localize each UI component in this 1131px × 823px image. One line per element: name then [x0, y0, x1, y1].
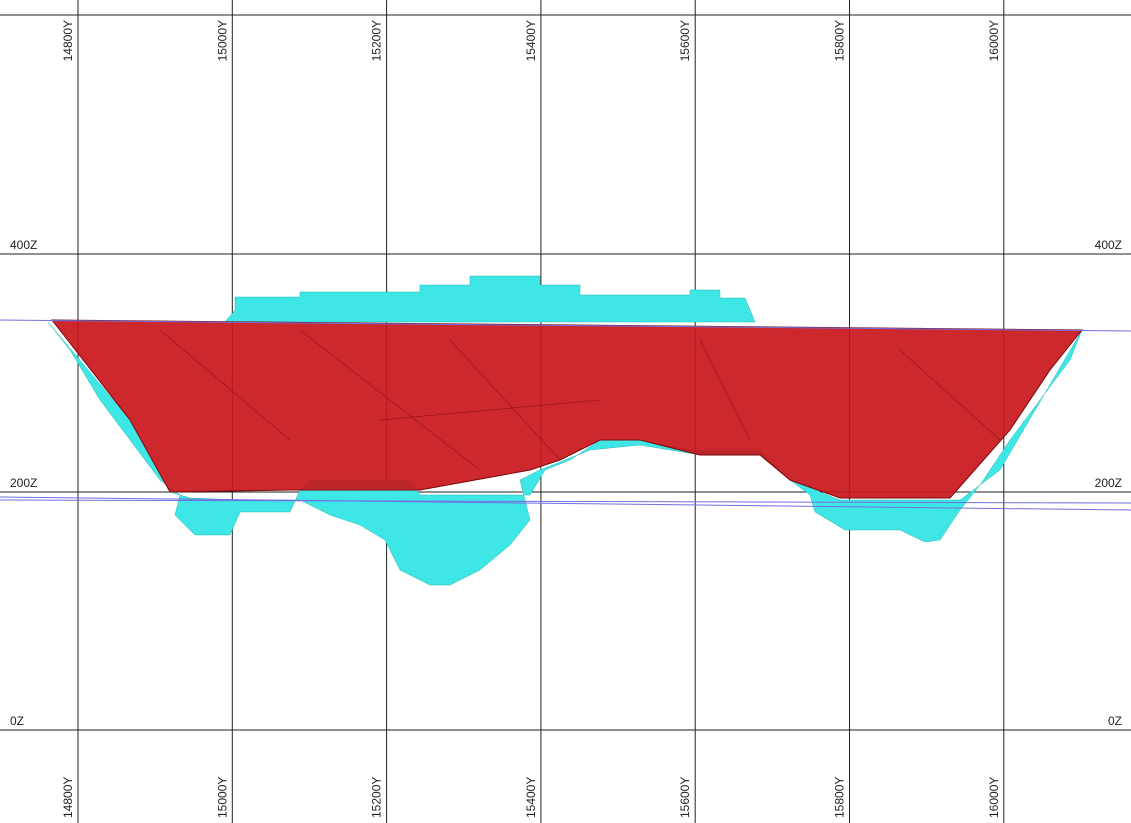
- y-label-bottom: 16000Y: [987, 777, 1001, 818]
- y-label-bottom: 15000Y: [215, 777, 229, 818]
- y-label-top: 15400Y: [524, 20, 538, 61]
- z-label-left: 200Z: [10, 476, 37, 490]
- y-label-bottom: 15800Y: [833, 777, 847, 818]
- y-label-top: 15000Y: [215, 20, 229, 61]
- y-label-top: 15600Y: [678, 20, 692, 61]
- y-label-top: 14800Y: [61, 20, 75, 61]
- y-label-top: 15800Y: [833, 20, 847, 61]
- y-label-bottom: 15400Y: [524, 777, 538, 818]
- y-label-bottom: 15200Y: [370, 777, 384, 818]
- y-label-top: 16000Y: [987, 20, 1001, 61]
- y-label-top: 15200Y: [370, 20, 384, 61]
- section-view: 14800Y 15000Y 15200Y 15400Y 15600Y 15800Y 1600…: [0, 0, 1131, 823]
- z-label-left: 0Z: [10, 714, 24, 728]
- y-label-bottom: 15600Y: [678, 777, 692, 818]
- y-label-bottom: 14800Y: [61, 777, 75, 818]
- z-label-left: 400Z: [10, 238, 37, 252]
- z-label-right: 400Z: [1095, 238, 1122, 252]
- upper-blocks: [225, 276, 755, 322]
- pit-shell: [52, 320, 1082, 498]
- z-label-right: 200Z: [1095, 476, 1122, 490]
- z-label-right: 0Z: [1108, 714, 1122, 728]
